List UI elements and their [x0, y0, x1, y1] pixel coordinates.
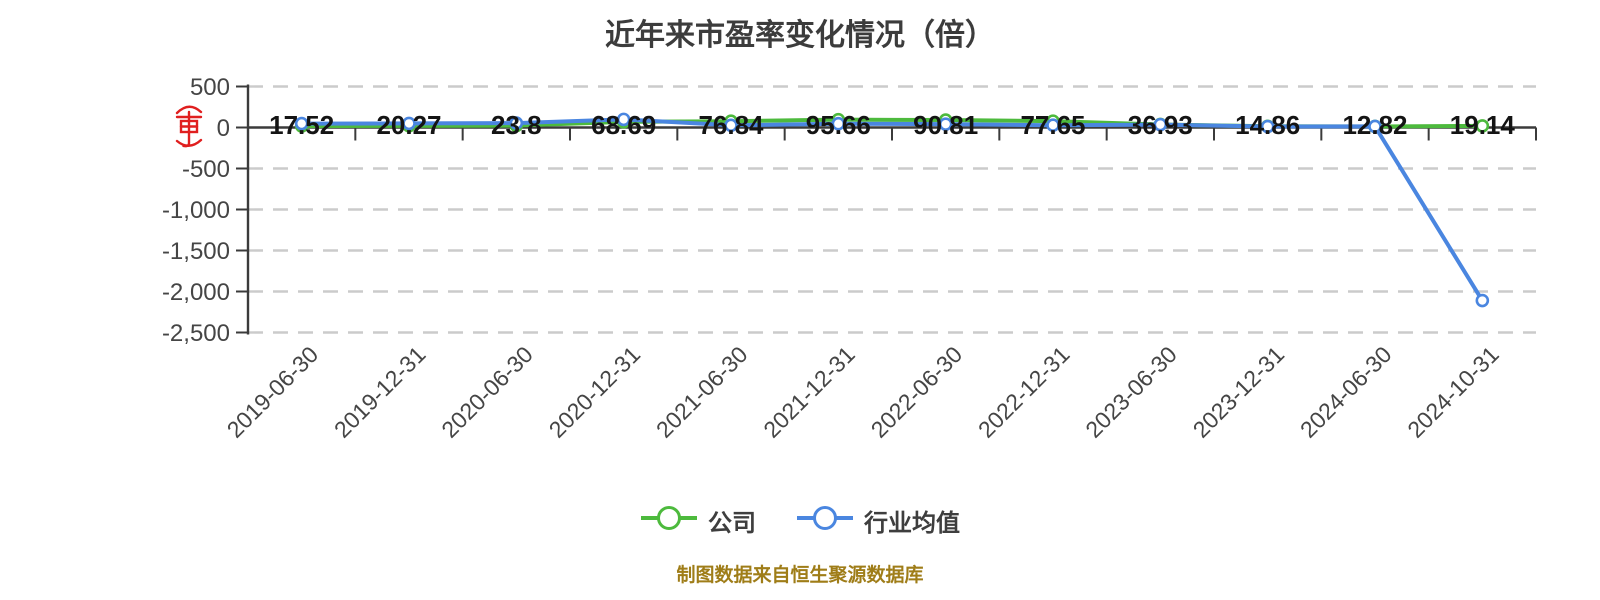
x-axis-tick-label: 2021-12-31	[758, 341, 860, 443]
industry-data-point	[1368, 119, 1382, 134]
industry-series-line	[299, 117, 1485, 303]
x-axis-tick-label: 2024-10-31	[1402, 341, 1504, 443]
x-axis-tick-label: 2021-06-30	[651, 341, 753, 443]
x-axis-tick-label: 2020-06-30	[436, 341, 538, 443]
value-label: 19.14	[1450, 110, 1516, 140]
industry-data-point	[1046, 118, 1060, 133]
x-axis-tick-label: 2022-06-30	[866, 341, 968, 443]
value-label: 17.52	[269, 110, 334, 140]
x-axis-tick-label: 2023-06-30	[1080, 341, 1182, 443]
industry-data-point	[831, 116, 846, 131]
value-label: 23.8	[491, 110, 542, 140]
y-axis-tick-label: -2,500	[162, 320, 230, 347]
value-label: 76.84	[698, 110, 764, 140]
industry-data-point	[294, 116, 309, 131]
industry-data-point	[1475, 293, 1490, 308]
industry-data-point	[509, 116, 524, 130]
y-axis-tick-label: -1,500	[162, 238, 230, 265]
industry-legend-marker-icon	[796, 504, 854, 537]
x-axis-tick-label: 2019-06-30	[222, 341, 324, 443]
x-axis-tick-label: 2024-06-30	[1295, 341, 1397, 443]
chart-title: 近年来市盈率变化情况（倍）	[605, 19, 995, 52]
x-axis-tick-label: 2020-12-31	[544, 341, 646, 443]
industry-data-point	[1153, 117, 1168, 132]
legend-label-industry: 行业均值	[864, 510, 960, 537]
y-axis-tick-label: -1,000	[162, 197, 230, 224]
value-label: 77.65	[1020, 110, 1085, 140]
value-label: 36.93	[1128, 110, 1193, 140]
x-axis-tick-label: 2023-12-31	[1188, 341, 1290, 443]
company-data-point	[1475, 119, 1490, 133]
value-label: 68.69	[591, 110, 656, 140]
y-axis-tick-label: -500	[182, 156, 230, 183]
y-axis-tick-label: -2,000	[162, 279, 230, 306]
x-axis-tick-label: 2019-12-31	[329, 341, 431, 443]
y-axis-tick-label: 0	[217, 115, 230, 142]
value-label: 90.81	[913, 110, 978, 140]
value-label: 20.27	[376, 110, 441, 140]
industry-data-point	[1260, 119, 1275, 134]
data-source-note: 制图数据来自恒生聚源数据库	[676, 565, 924, 586]
industry-data-point	[938, 117, 953, 131]
legend: 公司 行业均值	[0, 503, 1600, 538]
company-legend-marker-icon	[640, 504, 698, 537]
red-seal-icon	[175, 105, 203, 148]
value-label: 14.86	[1235, 110, 1300, 140]
legend-item-company[interactable]: 公司	[640, 503, 756, 538]
value-label: 12.82	[1342, 110, 1407, 140]
value-label: 95.66	[806, 110, 871, 140]
industry-data-point	[616, 112, 631, 127]
y-axis-tick-label: 500	[190, 74, 230, 101]
industry-data-point	[402, 116, 416, 131]
industry-data-point	[724, 118, 738, 133]
x-axis-tick-label: 2022-12-31	[973, 341, 1075, 443]
legend-item-industry[interactable]: 行业均值	[796, 503, 960, 538]
legend-label-company: 公司	[708, 510, 756, 537]
